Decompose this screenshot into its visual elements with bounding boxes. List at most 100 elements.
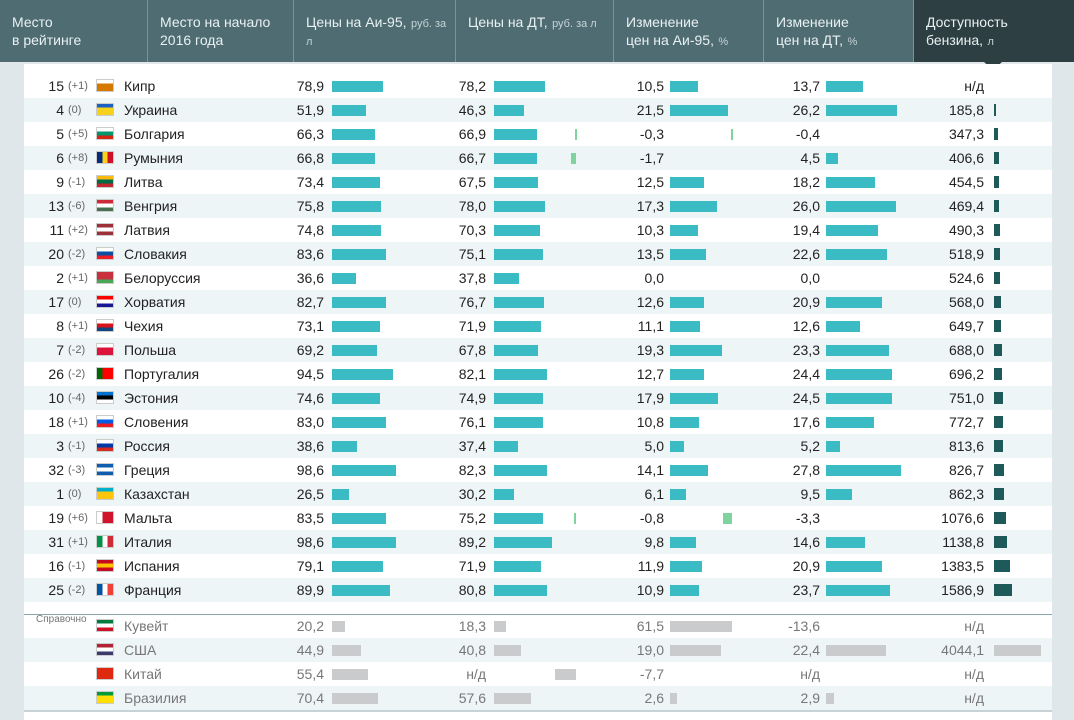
table-row[interactable]: 26 (-2) Португалия 94,5 82,1 12,7 24,4 696,2 bbox=[24, 362, 1052, 386]
table-row[interactable]: 7 (-2) Польша 69,2 67,8 19,3 23,3 688,0 bbox=[24, 338, 1052, 362]
country-flag-icon bbox=[96, 583, 114, 596]
table-row[interactable]: 17 (0) Хорватия 82,7 76,7 12,6 20,9 568,0 bbox=[24, 290, 1052, 314]
dt-change: -0,4 bbox=[795, 126, 820, 142]
rank-value: 9 bbox=[56, 174, 64, 190]
header-col-3[interactable]: Цены на ДТ, руб. за л bbox=[456, 0, 614, 62]
dt-change: 4,5 bbox=[800, 150, 820, 166]
ai95-price-bar bbox=[332, 345, 377, 356]
header-col-5[interactable]: Изменение цен на ДТ, % bbox=[764, 0, 914, 62]
table-row[interactable]: 15 (+1) Кипр 78,9 78,2 10,5 13,7 н/д bbox=[24, 74, 1052, 98]
table-row[interactable]: 16 (-1) Испания 79,1 71,9 11,9 20,9 1383,5 bbox=[24, 554, 1052, 578]
table-row[interactable]: 13 (-6) Венгрия 75,8 78,0 17,3 26,0 469,4 bbox=[24, 194, 1052, 218]
affordability-bar bbox=[994, 296, 1001, 308]
header-unit: руб. за л bbox=[552, 18, 597, 30]
dt-change: 5,2 bbox=[800, 438, 820, 454]
dt-change-bar bbox=[826, 225, 879, 236]
ai95-price: 70,4 bbox=[296, 690, 324, 706]
rank-change: (+5) bbox=[68, 128, 88, 140]
ai95-change-bar bbox=[670, 225, 698, 236]
ai95-price: 74,6 bbox=[296, 390, 324, 406]
ai95-price-bar bbox=[332, 369, 394, 380]
dt-change: 22,4 bbox=[792, 642, 820, 658]
ai95-price-bar bbox=[332, 297, 386, 308]
dt-price-bar bbox=[494, 177, 538, 188]
country-flag-icon bbox=[96, 559, 114, 572]
dt-price: 82,3 bbox=[458, 462, 486, 478]
country-flag-icon bbox=[96, 691, 114, 704]
table-row[interactable]: 2 (+1) Белоруссия 36,6 37,8 0,0 0,0 524,6 bbox=[24, 266, 1052, 290]
ai95-change: -0,8 bbox=[639, 510, 664, 526]
affordability-value: 185,8 bbox=[948, 102, 984, 118]
affordability-bar bbox=[994, 104, 997, 116]
rank-change: (-6) bbox=[68, 200, 86, 212]
rank-change: (+1) bbox=[68, 80, 88, 92]
rank-value: 18 bbox=[48, 414, 64, 430]
table-row[interactable]: 19 (+6) Мальта 83,5 75,2 -0,8 -3,3 1076,6 bbox=[24, 506, 1052, 530]
reference-row[interactable]: Китай 55,4 н/д -7,7 н/д н/д bbox=[24, 662, 1052, 686]
dt-change-bar bbox=[826, 321, 861, 332]
ai95-change-bar bbox=[670, 537, 697, 548]
affordability-bar bbox=[994, 536, 1008, 548]
country-name: Китай bbox=[124, 666, 162, 682]
dt-price-bar bbox=[494, 417, 544, 428]
table-row[interactable]: 4 (0) Украина 51,9 46,3 21,5 26,2 185,8 bbox=[24, 98, 1052, 122]
table-row[interactable]: 18 (+1) Словения 83,0 76,1 10,8 17,6 772,7 bbox=[24, 410, 1052, 434]
country-flag-icon bbox=[96, 247, 114, 260]
dt-change-bar bbox=[826, 441, 841, 452]
header-unit: % bbox=[718, 36, 729, 48]
dt-price: 89,2 bbox=[458, 534, 486, 550]
affordability-value: 490,3 bbox=[948, 222, 984, 238]
rank-change: (+6) bbox=[68, 512, 88, 524]
dt-price-bar bbox=[494, 201, 545, 212]
affordability-value: 751,0 bbox=[948, 390, 984, 406]
affordability-value: 524,6 bbox=[948, 270, 984, 286]
ai95-price-bar bbox=[332, 489, 350, 500]
rank-value: 6 bbox=[56, 150, 64, 166]
dt-change-bar bbox=[826, 177, 876, 188]
dt-change: 24,4 bbox=[792, 366, 820, 382]
table-row[interactable]: 9 (-1) Литва 73,4 67,5 12,5 18,2 454,5 bbox=[24, 170, 1052, 194]
header-col-4[interactable]: Изменение цен на Аи-95, % bbox=[614, 0, 764, 62]
ai95-change-bar bbox=[670, 369, 705, 380]
header-col-1[interactable]: Место на начало 2016 года bbox=[148, 0, 294, 62]
country-flag-icon bbox=[96, 223, 114, 236]
table-row[interactable]: 10 (-4) Эстония 74,6 74,9 17,9 24,5 751,0 bbox=[24, 386, 1052, 410]
country-name: Португалия bbox=[124, 366, 200, 382]
ai95-change: 12,7 bbox=[636, 366, 664, 382]
affordability-value: 1383,5 bbox=[941, 558, 984, 574]
table-row[interactable]: 32 (-3) Греция 98,6 82,3 14,1 27,8 826,7 bbox=[24, 458, 1052, 482]
country-flag-icon bbox=[96, 271, 114, 284]
reference-row[interactable]: Кувейт 20,2 18,3 61,5 -13,6 н/д bbox=[24, 614, 1052, 638]
country-flag-icon bbox=[96, 295, 114, 308]
table-row[interactable]: 5 (+5) Болгария 66,3 66,9 -0,3 -0,4 347,3 bbox=[24, 122, 1052, 146]
dt-change-bar bbox=[826, 645, 887, 656]
table-row[interactable]: 31 (+1) Италия 98,6 89,2 9,8 14,6 1138,8 bbox=[24, 530, 1052, 554]
ai95-price-bar bbox=[332, 693, 378, 704]
ai95-price: 73,1 bbox=[296, 318, 324, 334]
header-col-6[interactable]: Доступность бензина, л bbox=[914, 0, 1074, 70]
country-name: Франция bbox=[124, 582, 182, 598]
table-row[interactable]: 20 (-2) Словакия 83,6 75,1 13,5 22,6 518,9 bbox=[24, 242, 1052, 266]
header-col-2[interactable]: Цены на Аи-95, руб. за л bbox=[294, 0, 456, 62]
dt-change-bar bbox=[826, 249, 888, 260]
table-row[interactable]: 11 (+2) Латвия 74,8 70,3 10,3 19,4 490,3 bbox=[24, 218, 1052, 242]
country-name: Кувейт bbox=[124, 618, 169, 634]
header-col-0[interactable]: Место в рейтинге bbox=[0, 0, 148, 62]
dt-price: 66,9 bbox=[458, 126, 486, 142]
country-flag-icon bbox=[96, 667, 114, 680]
table-row[interactable]: 25 (-2) Франция 89,9 80,8 10,9 23,7 1586,9 bbox=[24, 578, 1052, 602]
ai95-price: 98,6 bbox=[296, 462, 324, 478]
table-row[interactable]: 1 (0) Казахстан 26,5 30,2 6,1 9,5 862,3 bbox=[24, 482, 1052, 506]
table-row[interactable]: 6 (+8) Румыния 66,8 66,7 -1,7 4,5 406,6 bbox=[24, 146, 1052, 170]
table-row[interactable]: 8 (+1) Чехия 73,1 71,9 11,1 12,6 649,7 bbox=[24, 314, 1052, 338]
dt-price: 76,1 bbox=[458, 414, 486, 430]
rank-change: (-2) bbox=[68, 344, 86, 356]
reference-row[interactable]: Бразилия 70,4 57,6 2,6 2,9 н/д bbox=[24, 686, 1052, 710]
reference-row[interactable]: США 44,9 40,8 19,0 22,4 4044,1 bbox=[24, 638, 1052, 662]
dt-change: 0,0 bbox=[800, 270, 820, 286]
dt-price-bar bbox=[494, 345, 539, 356]
table-row[interactable]: 3 (-1) Россия 38,6 37,4 5,0 5,2 813,6 bbox=[24, 434, 1052, 458]
ai95-change: 12,6 bbox=[636, 294, 664, 310]
ai95-change-bar bbox=[670, 201, 717, 212]
ai95-price: 36,6 bbox=[296, 270, 324, 286]
